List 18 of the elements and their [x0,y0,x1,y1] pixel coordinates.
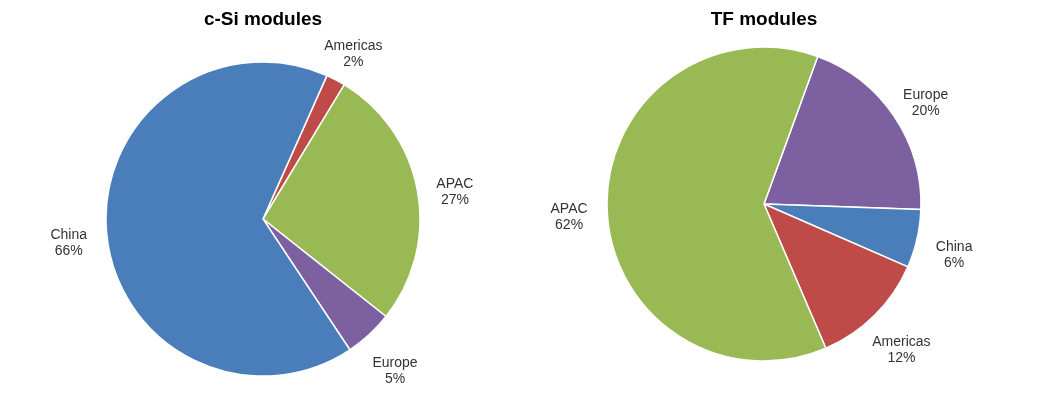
data-label: 2% [343,53,364,70]
slice-label: China [935,238,973,255]
slice-label: Americas [872,333,931,350]
data-label: 6% [944,254,965,271]
data-label: 20% [911,101,940,118]
data-label: 66% [54,242,83,259]
chart-title: TF modules [710,8,818,29]
data-label: 12% [887,349,916,366]
slice-label: Europe [903,85,949,102]
slice-label: APAC [550,200,588,217]
slice-label: Europe [372,353,418,370]
data-label: 5% [384,369,406,386]
slice-label: APAC [436,175,474,192]
data-label: 62% [555,216,584,233]
slice-label: China [50,226,88,243]
chart-title: c-Si modules [203,8,323,30]
data-label: 27% [440,191,469,208]
slice-label: Americas [324,37,383,54]
